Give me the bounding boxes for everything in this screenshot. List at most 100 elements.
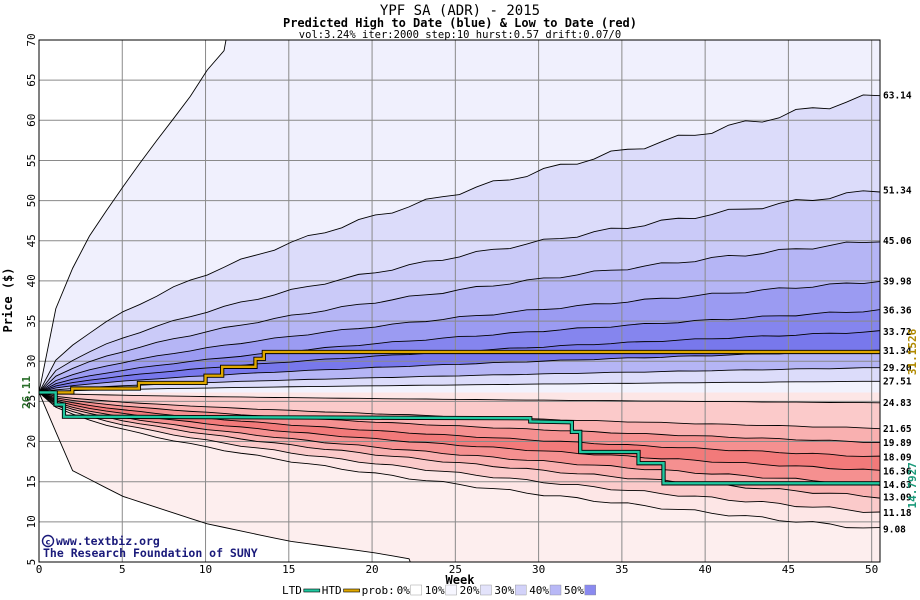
legend-htd-label: HTD (322, 584, 342, 597)
legend-prob-item-label: 50% (564, 584, 584, 597)
band-boundary-line (39, 280, 880, 393)
y-tick-label: 70 (25, 33, 38, 46)
y-tick-label: 10 (25, 515, 38, 528)
y-tick-label: 60 (25, 114, 38, 127)
ltd-series (39, 391, 880, 485)
credit-url: www.textbiz.org (56, 534, 160, 548)
band-boundary-line (39, 392, 880, 486)
copyright-mark: c (46, 538, 51, 547)
band-end-label: 9.08 (883, 525, 906, 536)
high-band (39, 241, 880, 393)
legend-prob-item-label: 0% (397, 584, 411, 597)
x-tick-label: 20 (365, 563, 378, 576)
band-boundary-line (39, 392, 880, 471)
band-end-label: 31.34 (883, 346, 912, 357)
x-tick-label: 40 (699, 563, 712, 576)
band-boundary-line (39, 392, 880, 513)
plot-clip-group (39, 40, 880, 562)
band-end-label: 13.09 (883, 493, 912, 504)
x-tick-label: 5 (119, 563, 126, 576)
legend-prob-item-label: 10% (425, 584, 445, 597)
band-boundary-line (39, 190, 880, 393)
x-tick-label: 0 (36, 563, 43, 576)
band-end-label: 21.65 (883, 424, 912, 435)
chart-title: YPF SA (ADR) - 2015 (380, 3, 540, 19)
ltd-end-label: 14.7927 (906, 462, 919, 508)
outer-low-line (39, 392, 411, 562)
band-boundary-line (39, 392, 880, 499)
band-end-label: 24.83 (883, 398, 912, 409)
low-band (39, 392, 880, 499)
y-tick-label: 20 (25, 435, 38, 448)
band-boundary-line (39, 241, 880, 393)
band-boundary-line (39, 380, 880, 393)
chart-subtitle: Predicted High to Date (blue) & Low to D… (283, 16, 637, 30)
low-band (39, 392, 880, 486)
legend-prob-swatch (584, 584, 596, 596)
band-boundary-line (39, 349, 880, 393)
band-end-label: 11.18 (883, 508, 912, 519)
high-band (39, 281, 880, 393)
y-tick-label: 30 (25, 355, 38, 368)
low-band (39, 392, 880, 471)
x-tick-label: 30 (532, 563, 545, 576)
legend-prob-item-label: 20% (460, 584, 480, 597)
plot-area: 0 5 10 15 20 25 30 35 40 45 5051015202530354045505… (20, 33, 919, 576)
band-end-label: 36.36 (883, 306, 912, 317)
band-boundary-line (39, 309, 880, 393)
legend-prob-item-label: 40% (529, 584, 549, 597)
y-tick-label: 35 (25, 314, 38, 327)
y-tick-label: 65 (25, 74, 38, 87)
y-tick-label: 15 (25, 475, 38, 488)
high-band (39, 350, 880, 393)
credit-org: The Research Foundation of SUNY (43, 546, 258, 560)
band-end-label: 39.98 (883, 277, 912, 288)
low-band (39, 392, 880, 528)
x-tick-label: 25 (449, 563, 462, 576)
high-band-outer (39, 40, 880, 393)
band-boundary-line (39, 94, 880, 393)
legend-prob-swatch (410, 584, 422, 596)
low-band (39, 392, 880, 457)
legend-prob-swatch (515, 584, 527, 596)
chart-params: vol:3.24% iter:2000 step:10 hurst:0.57 d… (299, 29, 621, 41)
htd-series (39, 350, 880, 394)
legend-prob-swatch (445, 584, 457, 596)
plot-border (38, 39, 881, 563)
band-end-label: 29.20 (883, 363, 912, 374)
band-end-label: 33.72 (883, 327, 912, 338)
y-axis-label: Price ($) (1, 267, 15, 332)
band-end-label: 63.14 (883, 91, 912, 102)
legend-prob-swatch (480, 584, 492, 596)
band-end-label: 19.89 (883, 438, 912, 449)
x-tick-label: 15 (282, 563, 295, 576)
band-end-label: 51.34 (883, 185, 912, 196)
legend-prob-item-label: 30% (494, 584, 514, 597)
high-band (39, 381, 880, 393)
x-tick-label: 45 (782, 563, 795, 576)
outer-high-line (39, 40, 227, 393)
x-tick-label: 50 (865, 563, 878, 576)
y-tick-label: 55 (25, 154, 38, 167)
x-tick-label: 35 (615, 563, 628, 576)
y-tick-label: 5 (25, 559, 38, 566)
band-boundary-line (39, 392, 880, 404)
y-tick-label: 50 (25, 194, 38, 207)
band-end-label: 18.09 (883, 452, 912, 463)
band-end-label: 27.51 (883, 377, 912, 388)
band-boundary-line (39, 392, 880, 529)
band-end-label: 14.63 (883, 480, 912, 491)
x-axis-label: Week (446, 573, 476, 587)
start-price-label: 26.11 (20, 376, 33, 409)
band-boundary-line (39, 392, 880, 443)
htd-end-label: 31.1526 (906, 328, 919, 375)
y-tick-label: 40 (25, 274, 38, 287)
legend-ltd-swatch (303, 588, 321, 593)
legend-prob-label: prob: (362, 584, 395, 597)
high-band (39, 94, 880, 393)
low-band (39, 392, 880, 403)
legend-htd-swatch (343, 588, 360, 593)
y-tick-label: 25 (25, 395, 38, 408)
low-band-outer (39, 392, 880, 562)
